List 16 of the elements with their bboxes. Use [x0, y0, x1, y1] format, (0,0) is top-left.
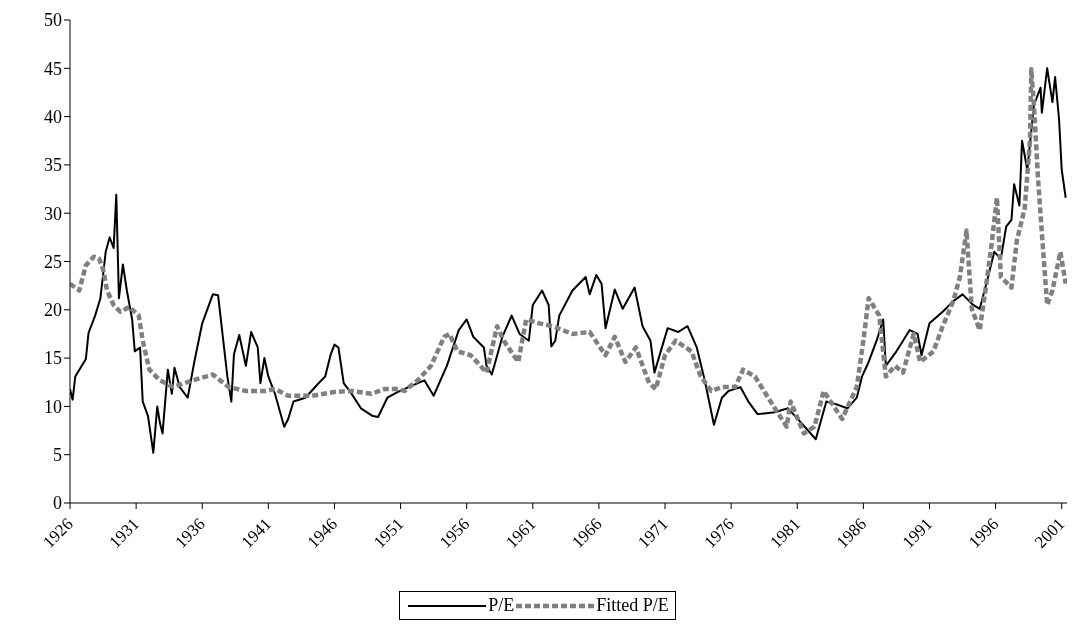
y-tick-label: 5: [53, 445, 62, 466]
y-tick-label: 40: [44, 106, 62, 127]
y-tick-label: 10: [44, 396, 62, 417]
x-tick-label: 1941: [237, 514, 276, 552]
x-tick-label: 1981: [766, 514, 804, 552]
x-tick-label: 1991: [898, 514, 937, 552]
y-tick-label: 30: [44, 203, 62, 224]
y-tick-label: 25: [44, 251, 62, 272]
y-tick-label: 35: [44, 155, 62, 176]
legend-label: P/E: [488, 595, 515, 616]
legend-label: Fitted P/E: [596, 595, 669, 616]
y-tick-label: 45: [44, 58, 62, 79]
y-tick-label: 20: [44, 300, 62, 321]
y-tick-label: 0: [53, 493, 62, 514]
y-tick-label: 15: [44, 348, 62, 369]
y-tick-label: 50: [44, 10, 62, 31]
